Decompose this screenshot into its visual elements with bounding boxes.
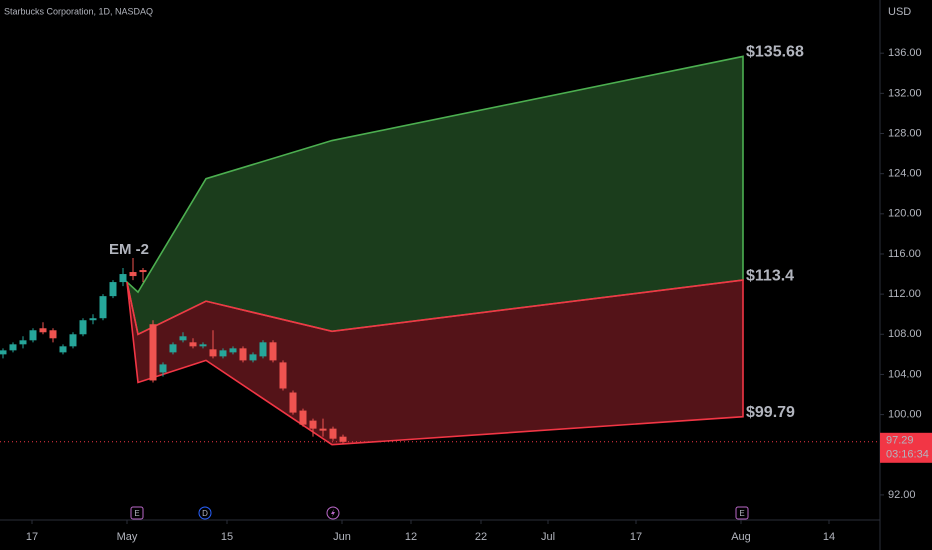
candle-body (319, 428, 327, 431)
level-label: $113.4 (746, 267, 794, 284)
candle-body (249, 354, 257, 361)
candle-body (269, 342, 277, 361)
countdown-label: 03:16:34 (886, 449, 929, 461)
y-tick-label: 136.00 (888, 47, 922, 59)
candle-body (339, 436, 347, 442)
candle-body (79, 320, 87, 335)
candle-body (69, 334, 77, 347)
x-tick-label: May (117, 531, 138, 543)
candle-body (219, 350, 227, 357)
candle-body (209, 349, 217, 357)
candle-body (49, 330, 57, 339)
candle-body (99, 296, 107, 319)
event-label: E (134, 509, 139, 518)
y-tick-label: 120.00 (888, 208, 922, 220)
candle-body (159, 364, 167, 373)
candle-body (19, 340, 27, 345)
y-tick-label: 92.00 (888, 489, 916, 501)
candle-body (169, 344, 177, 353)
x-tick-label: 17 (26, 531, 38, 543)
event-icon (198, 506, 212, 520)
event-icon (130, 506, 144, 520)
y-tick-label: 132.00 (888, 87, 922, 99)
x-tick-label: 22 (475, 531, 487, 543)
y-tick-label: 100.00 (888, 409, 922, 421)
candle-body (309, 420, 317, 429)
candle-body (299, 410, 307, 425)
candle-body (119, 274, 127, 283)
candle-body (59, 346, 67, 353)
x-tick-label: 14 (823, 531, 835, 543)
candle-body (39, 328, 47, 333)
event-icon (326, 506, 340, 520)
candle-body (259, 342, 267, 357)
candle-body (149, 324, 157, 381)
annotation: EM -2 (109, 241, 149, 258)
candle-body (289, 392, 297, 413)
x-tick-label: Aug (731, 531, 751, 543)
x-tick-label: 17 (630, 531, 642, 543)
candle-body (189, 342, 197, 347)
candle-body (199, 344, 207, 347)
candle-body (0, 350, 7, 355)
candle-body (179, 336, 187, 341)
y-tick-label: 116.00 (888, 248, 921, 260)
y-tick-label: 128.00 (888, 127, 922, 139)
level-label: $99.79 (746, 404, 795, 421)
y-tick-label: 112.00 (888, 288, 921, 300)
candle-body (9, 344, 17, 351)
level-label: $135.68 (746, 44, 804, 61)
candle-body (139, 270, 147, 273)
y-tick-label: 108.00 (888, 328, 922, 340)
event-label: E (739, 509, 744, 518)
candle-body (109, 282, 117, 297)
candle-body (29, 330, 37, 341)
event-label: D (202, 509, 208, 518)
candle-body (329, 428, 337, 439)
x-tick-label: Jul (541, 531, 555, 543)
candle-body (229, 348, 237, 353)
last-price-box (880, 432, 932, 463)
x-tick-label: 15 (221, 531, 233, 543)
chart-title: Starbucks Corporation, 1D, NASDAQ (4, 6, 153, 16)
candle-body (239, 348, 247, 361)
candle-body (89, 318, 97, 321)
last-price-label: 97.29 (886, 435, 914, 447)
candle-body (129, 272, 137, 277)
candle-body (279, 362, 287, 389)
cone-area (126, 279, 744, 446)
event-icon (735, 506, 749, 520)
event-icon-bolt (331, 509, 335, 517)
x-tick-label: 12 (405, 531, 417, 543)
y-axis-label: USD (888, 6, 911, 18)
y-tick-label: 124.00 (888, 168, 922, 180)
x-tick-label: Jun (333, 531, 351, 543)
y-tick-label: 104.00 (888, 368, 922, 380)
